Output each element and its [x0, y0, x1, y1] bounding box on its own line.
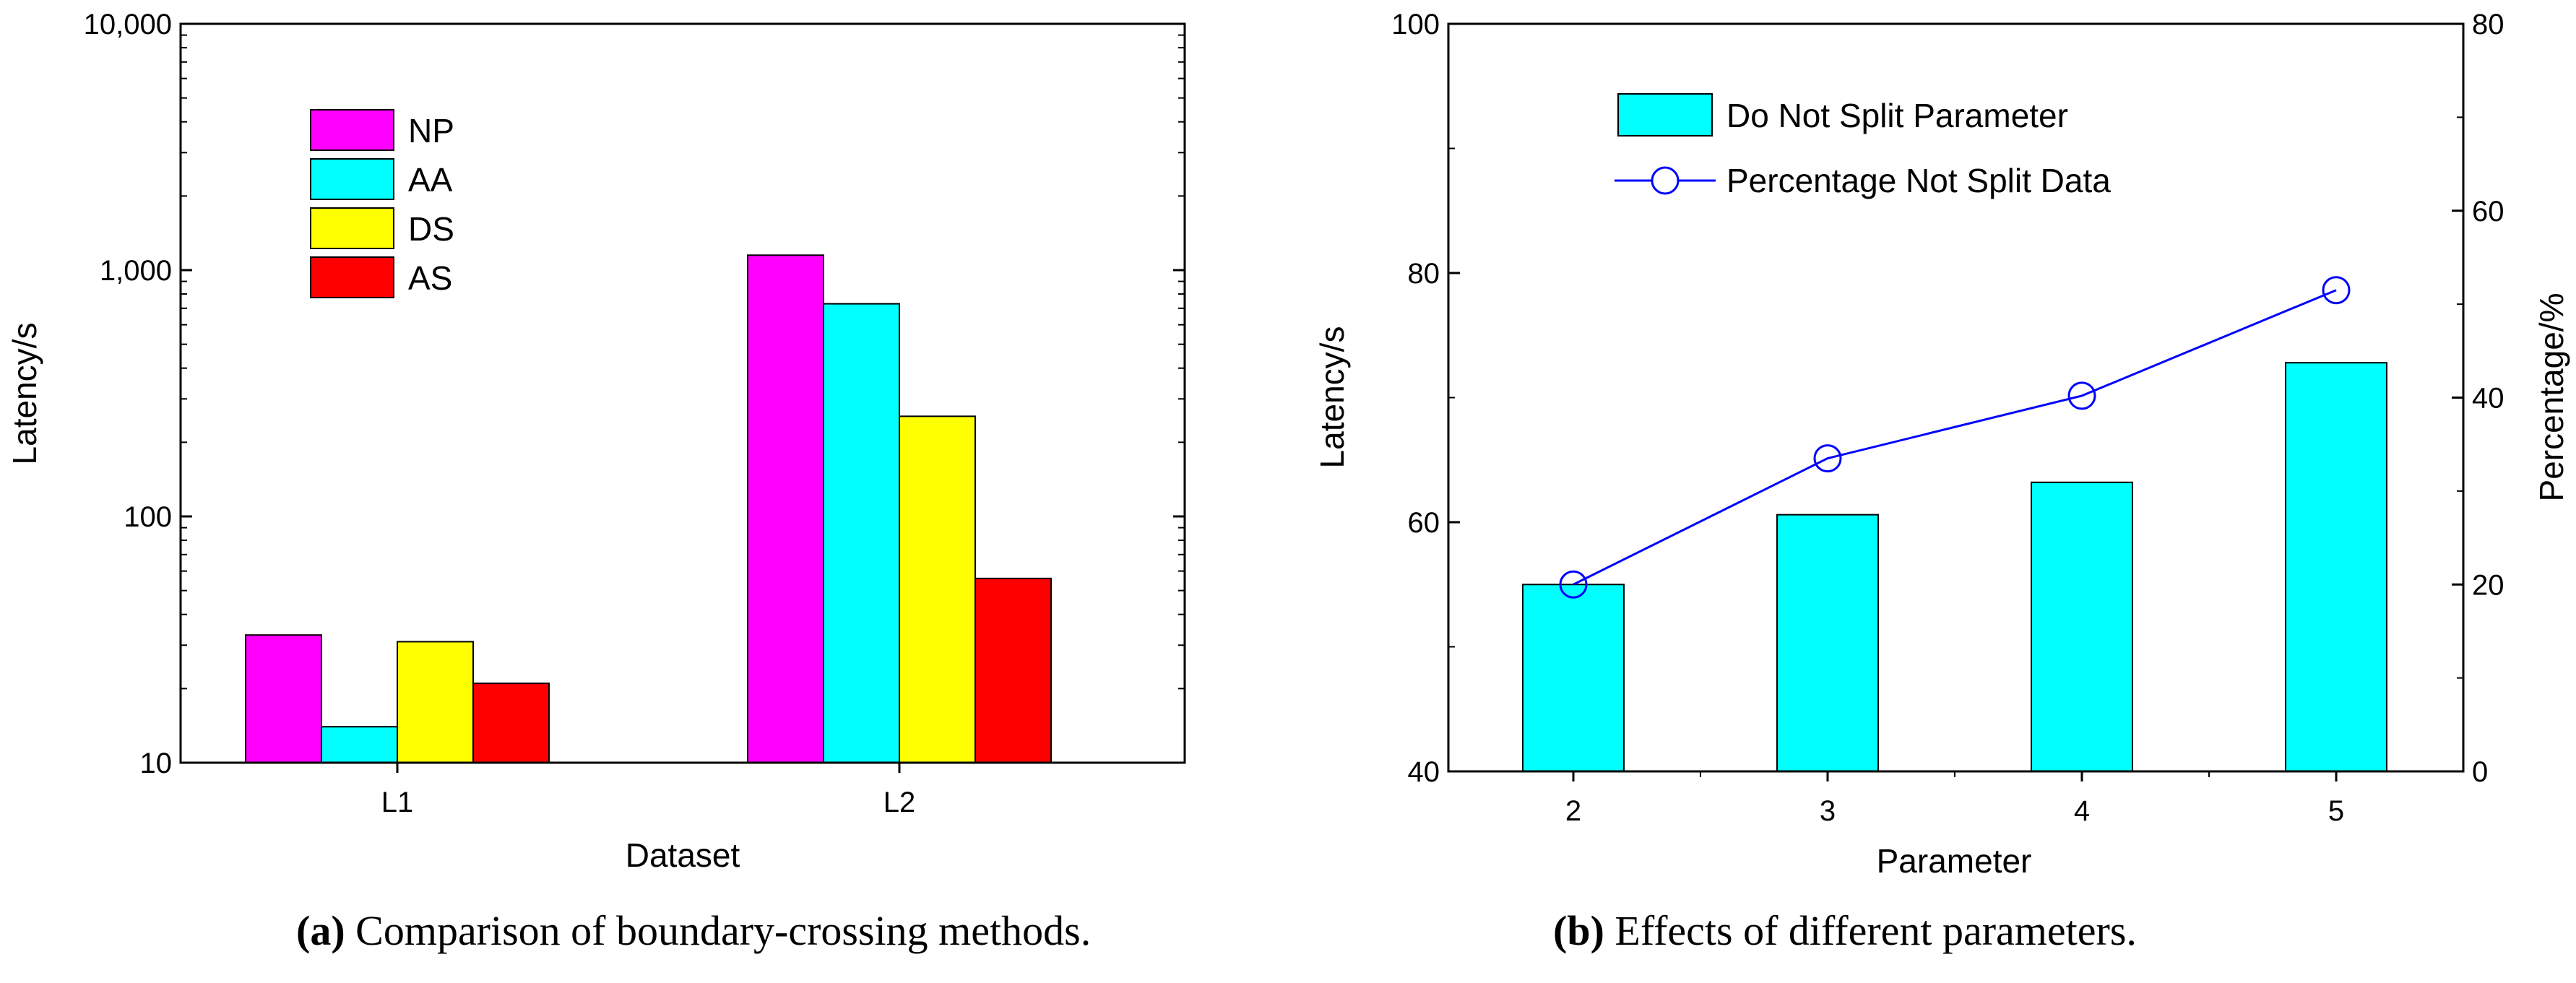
chart-b-bars: [1522, 362, 2387, 773]
bar-ds-l2: [899, 415, 976, 763]
chart-b-x-label: Parameter: [1877, 842, 2032, 880]
bar-param-5: [2285, 362, 2387, 772]
chart-a-x-label: Dataset: [626, 836, 740, 874]
legend-swatch-aa: [310, 158, 394, 200]
bar-aa-l1: [321, 726, 398, 764]
caption-a-text: Comparison of boundary-crossing methods.: [355, 907, 1092, 954]
x-tick-label-3: 3: [1820, 795, 1836, 827]
x-tick-label-l2: L2: [883, 787, 916, 818]
caption-b-text: Effects of different parameters.: [1615, 907, 2137, 954]
bar-np-l1: [245, 634, 322, 764]
chart-a-y-label: Latency/s: [6, 323, 43, 465]
x-tick-label-l1: L1: [381, 787, 414, 818]
chart-b-y-ticks: 40 60 80 100: [1391, 9, 1460, 788]
line-point-param-4: [2067, 381, 2096, 410]
chart-a-x-ticks: L1 L2: [381, 763, 916, 818]
chart-a-y-ticks: 10 100 1,000 10,000: [84, 9, 1185, 779]
caption-b: (b) Effects of different parameters.: [1553, 906, 2137, 955]
y-tick-label: 1,000: [100, 255, 172, 287]
chart-b-y2-label: Percentage/%: [2533, 293, 2570, 502]
legend-label-bars: Do Not Split Parameter: [1726, 97, 2068, 134]
chart-a-legend: NP AA DS AS: [310, 109, 454, 298]
chart-b-legend: Do Not Split Parameter Percentage Not Spl…: [1615, 93, 2111, 199]
line-point-param-3: [1813, 444, 1842, 473]
chart-a-plot-frame: [179, 22, 1186, 764]
bar-param-2: [1522, 584, 1625, 772]
bar-as-l2: [974, 577, 1052, 763]
chart-b-y2-ticks: 0 20 40 60 80: [2452, 9, 2504, 788]
y-tick-label: 10,000: [84, 9, 172, 40]
chart-b-points: [1559, 276, 2351, 599]
legend-label-ds: DS: [408, 210, 454, 248]
y2-tick-label: 80: [2472, 9, 2504, 40]
y-tick-label: 100: [1391, 9, 1440, 40]
chart-a-bars: [245, 254, 1052, 764]
bar-as-l1: [472, 683, 550, 764]
chart-b-series-line: [1573, 289, 2337, 586]
bar-ds-l1: [397, 641, 474, 764]
y-tick-label: 40: [1408, 756, 1440, 788]
legend-swatch-as: [310, 256, 394, 298]
bar-aa-l2: [823, 303, 900, 763]
legend-label-as: AS: [408, 259, 452, 297]
caption-b-label: (b): [1553, 907, 1604, 954]
y-tick-label: 60: [1408, 507, 1440, 539]
legend-swatch-np: [310, 109, 394, 151]
y-tick-label: 100: [124, 501, 172, 533]
chart-b-x-ticks: 2 3 4 5: [1565, 771, 2344, 827]
legend-label-np: NP: [408, 112, 454, 150]
y2-tick-label: 60: [2472, 196, 2504, 228]
legend-swatch-bars: [1617, 93, 1713, 137]
caption-a: (a) Comparison of boundary-crossing meth…: [296, 906, 1091, 955]
bar-np-l2: [747, 254, 824, 763]
legend-label-aa: AA: [408, 161, 453, 199]
caption-a-label: (a): [296, 907, 345, 954]
x-tick-label-5: 5: [2328, 795, 2344, 827]
chart-b: 40 60 80 100 0 20 40 60 80 2 3 4 5 Parameter Laten…: [1313, 9, 2570, 880]
y-tick-label: 10: [140, 748, 173, 779]
legend-marker-sample: [1651, 166, 1680, 195]
line-point-param-5: [2322, 276, 2351, 305]
line-point-param-2: [1559, 570, 1588, 599]
chart-b-y-label: Latency/s: [1313, 326, 1351, 469]
x-tick-label-2: 2: [1565, 795, 1581, 827]
y-tick-label: 80: [1408, 258, 1440, 290]
legend-swatch-ds: [310, 207, 394, 249]
y2-tick-label: 40: [2472, 383, 2504, 415]
legend-label-line: Percentage Not Split Data: [1726, 162, 2111, 199]
y2-tick-label: 0: [2472, 756, 2488, 788]
bar-param-3: [1776, 514, 1879, 773]
x-tick-label-4: 4: [2074, 795, 2090, 827]
bar-param-4: [2031, 481, 2133, 772]
y2-tick-label: 20: [2472, 569, 2504, 601]
